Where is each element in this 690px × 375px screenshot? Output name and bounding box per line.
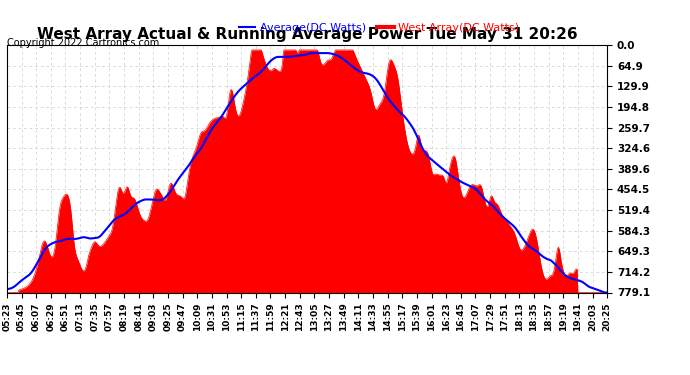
Legend: Average(DC Watts), West Array(DC Watts): Average(DC Watts), West Array(DC Watts) — [235, 18, 524, 37]
Title: West Array Actual & Running Average Power Tue May 31 20:26: West Array Actual & Running Average Powe… — [37, 27, 578, 42]
Text: Copyright 2022 Cartronics.com: Copyright 2022 Cartronics.com — [7, 38, 159, 48]
